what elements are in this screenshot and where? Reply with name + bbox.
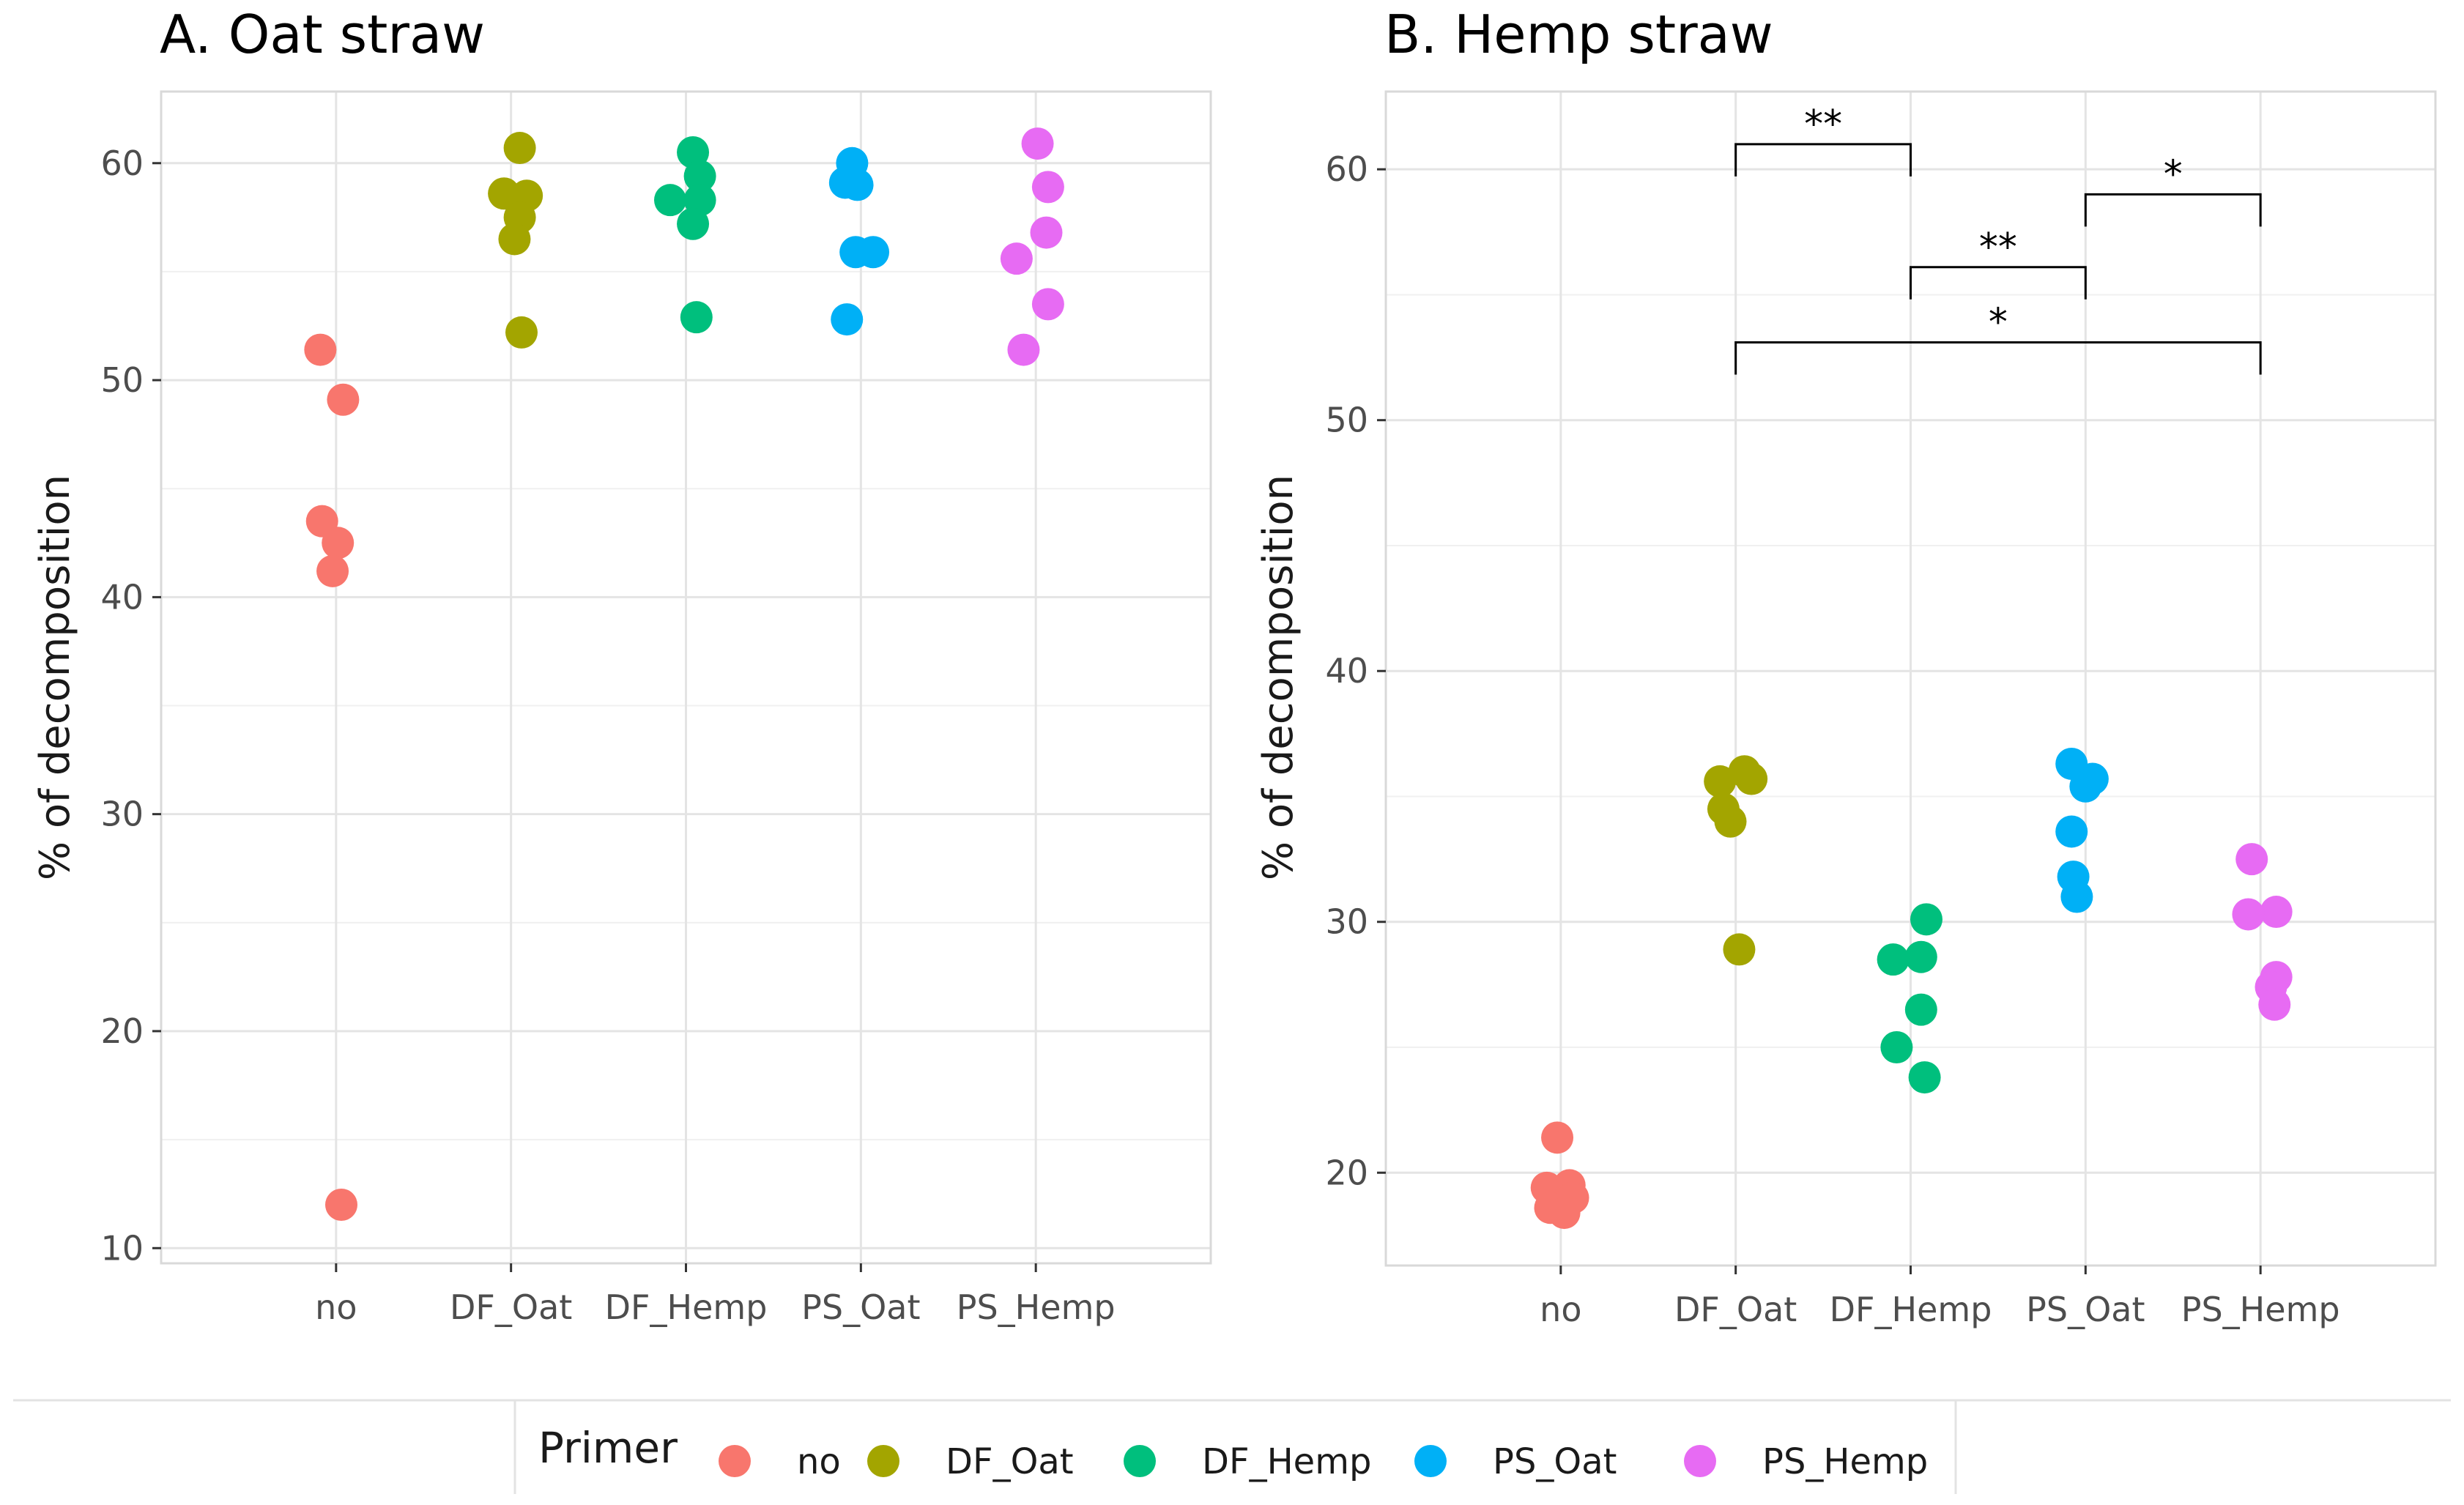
legend-label-no: no [797, 1441, 841, 1482]
panel-b-point-DF_Oat [1704, 765, 1737, 798]
panel-a-title: A. Oat straw [160, 4, 485, 65]
panel-b-y-tick-label: 40 [1325, 651, 1368, 691]
panel-a-point-PS_Hemp [1031, 171, 1064, 204]
panel-a-x-axis-ticks: no DF_Oat DF_Hemp PS_Oat PS_Hemp [315, 1263, 1116, 1327]
panel-b-points [1530, 747, 2293, 1230]
panel-b-point-PS_Oat [2069, 770, 2102, 803]
panel-b-point-DF_Hemp [1910, 903, 1942, 936]
panel-b-x-tick-label-DF_Oat: DF_Oat [1674, 1290, 1797, 1329]
panel-a-point-DF_Oat [503, 132, 536, 165]
panel-b-point-PS_Oat [2060, 880, 2093, 913]
panel-b-x-axis-ticks: no DF_Oat DF_Hemp PS_Oat PS_Hemp [1540, 1266, 2340, 1329]
panel-a-y-tick-label: 40 [100, 577, 144, 617]
legend-label-DF_Hemp: DF_Hemp [1202, 1441, 1371, 1482]
panel-a-y-tick-label: 20 [100, 1011, 144, 1051]
panel-a-y-tick-label: 50 [100, 360, 144, 400]
panel-b-point-no [1548, 1197, 1581, 1230]
panel-a-point-PS_Hemp [1000, 242, 1033, 275]
panel-b-point-DF_Hemp [1880, 1031, 1913, 1064]
panel-b: B. Hemp straw 20 30 40 50 60 no DF_Oat DF_Hemp… [1255, 4, 2437, 1329]
panel-a-point-PS_Hemp [1030, 216, 1063, 249]
panel-b-significance-label: * [2164, 152, 2183, 196]
legend-key-DF_Oat [867, 1445, 899, 1477]
panel-a-point-no [304, 333, 337, 366]
legend-key-PS_Hemp [1684, 1445, 1716, 1477]
panel-b-x-tick-label-PS_Hemp: PS_Hemp [2181, 1290, 2340, 1329]
panel-b-point-PS_Hemp [2232, 898, 2265, 931]
panel-b-x-tick-label-DF_Hemp: DF_Hemp [1830, 1290, 1992, 1329]
panel-a-x-tick-label-PS_Hemp: PS_Hemp [957, 1287, 1116, 1327]
panel-b-y-tick-label: 50 [1325, 401, 1368, 440]
legend-label-DF_Oat: DF_Oat [946, 1441, 1074, 1482]
panel-b-significance-bracket [2084, 193, 2262, 227]
panel-a-point-DF_Oat [505, 316, 538, 349]
panel-b-y-axis-title: % of decomposition [1255, 475, 1302, 880]
panel-b-title: B. Hemp straw [1384, 4, 1773, 65]
panel-a-x-tick-label-no: no [315, 1287, 357, 1327]
panel-a-point-PS_Oat [857, 236, 890, 269]
panel-b-point-DF_Oat [1723, 933, 1756, 966]
panel-a-point-no [322, 527, 355, 560]
panel-a-point-DF_Hemp [683, 160, 716, 193]
panel-b-point-DF_Hemp [1908, 1061, 1941, 1094]
panel-a-point-PS_Hemp [1031, 288, 1064, 321]
panel-a-y-tick-label: 10 [100, 1228, 144, 1268]
panel-a-point-PS_Oat [841, 168, 874, 201]
panel-a-y-tick-label: 30 [100, 795, 144, 834]
legend-key-PS_Oat [1414, 1445, 1447, 1477]
panel-a-x-tick-label-DF_Hemp: DF_Hemp [605, 1287, 768, 1327]
panel-b-point-PS_Hemp [2258, 988, 2291, 1021]
panel-b-y-axis-ticks: 20 30 40 50 60 [1325, 149, 1386, 1192]
panel-a-points [304, 127, 1064, 1221]
panel-a-point-no [316, 554, 349, 587]
panel-b-significance-label: ** [1979, 226, 2017, 270]
panel-b-significance-bracket [1910, 266, 2087, 300]
panel-b-x-tick-label-no: no [1540, 1290, 1581, 1329]
panel-b-point-PS_Hemp [2235, 843, 2268, 876]
panel-a-point-no [324, 1189, 357, 1221]
panel-b-x-tick-label-PS_Oat: PS_Oat [2026, 1290, 2145, 1329]
panel-a-point-DF_Hemp [654, 184, 687, 217]
panel-a-point-PS_Hemp [1007, 333, 1040, 366]
panel-b-point-no [1541, 1121, 1574, 1154]
legend-label-PS_Hemp: PS_Hemp [1762, 1441, 1928, 1482]
panel-a-point-PS_Hemp [1021, 127, 1054, 160]
legend-label-PS_Oat: PS_Oat [1493, 1441, 1617, 1482]
panel-b-significance-bracket [1734, 143, 1912, 176]
panel-a-y-axis-title: % of decomposition [31, 475, 79, 880]
panel-b-point-DF_Oat [1714, 805, 1747, 838]
legend-key-no [719, 1445, 751, 1477]
panel-b-point-DF_Hemp [1904, 940, 1937, 973]
panel-b-point-PS_Oat [2055, 815, 2088, 848]
panel-a-point-DF_Oat [498, 223, 531, 256]
panel-a-point-no [327, 383, 360, 416]
legend-title: Primer [538, 1423, 678, 1473]
panel-b-point-DF_Hemp [1904, 993, 1937, 1026]
panel-a-y-axis-ticks: 10 20 30 40 50 60 [100, 144, 161, 1268]
legend: Primer no DF_Oat DF_Hemp PS_Oat PS_Hemp [13, 1399, 2451, 1494]
panel-b-point-DF_Hemp [1877, 943, 1910, 976]
panel-b-significance-label: * [1989, 301, 2008, 345]
panel-a-y-tick-label: 60 [100, 144, 144, 183]
legend-items: no DF_Oat DF_Hemp PS_Oat PS_Hemp [719, 1441, 1928, 1482]
panel-b-significance-bracket [1734, 341, 2262, 375]
panel-b-y-tick-label: 30 [1325, 902, 1368, 942]
panel-a-x-tick-label-DF_Oat: DF_Oat [450, 1287, 572, 1327]
panel-b-y-tick-label: 60 [1325, 149, 1368, 189]
panel-a: A. Oat straw 10 20 30 40 50 60 no DF_Oat DF_Hem… [31, 4, 1212, 1327]
panel-b-y-tick-label: 20 [1325, 1153, 1368, 1192]
legend-key-DF_Hemp [1124, 1445, 1156, 1477]
panel-b-point-PS_Hemp [2260, 896, 2293, 929]
panel-b-significance-label: ** [1804, 103, 1842, 146]
panel-b-point-DF_Oat [1735, 762, 1768, 795]
panel-a-x-tick-label-PS_Oat: PS_Oat [801, 1287, 920, 1327]
panel-a-point-DF_Hemp [677, 207, 710, 240]
panel-a-point-PS_Oat [831, 303, 864, 336]
panel-b-significance-brackets: ****** [1734, 103, 2262, 375]
panel-a-point-DF_Hemp [680, 301, 713, 334]
